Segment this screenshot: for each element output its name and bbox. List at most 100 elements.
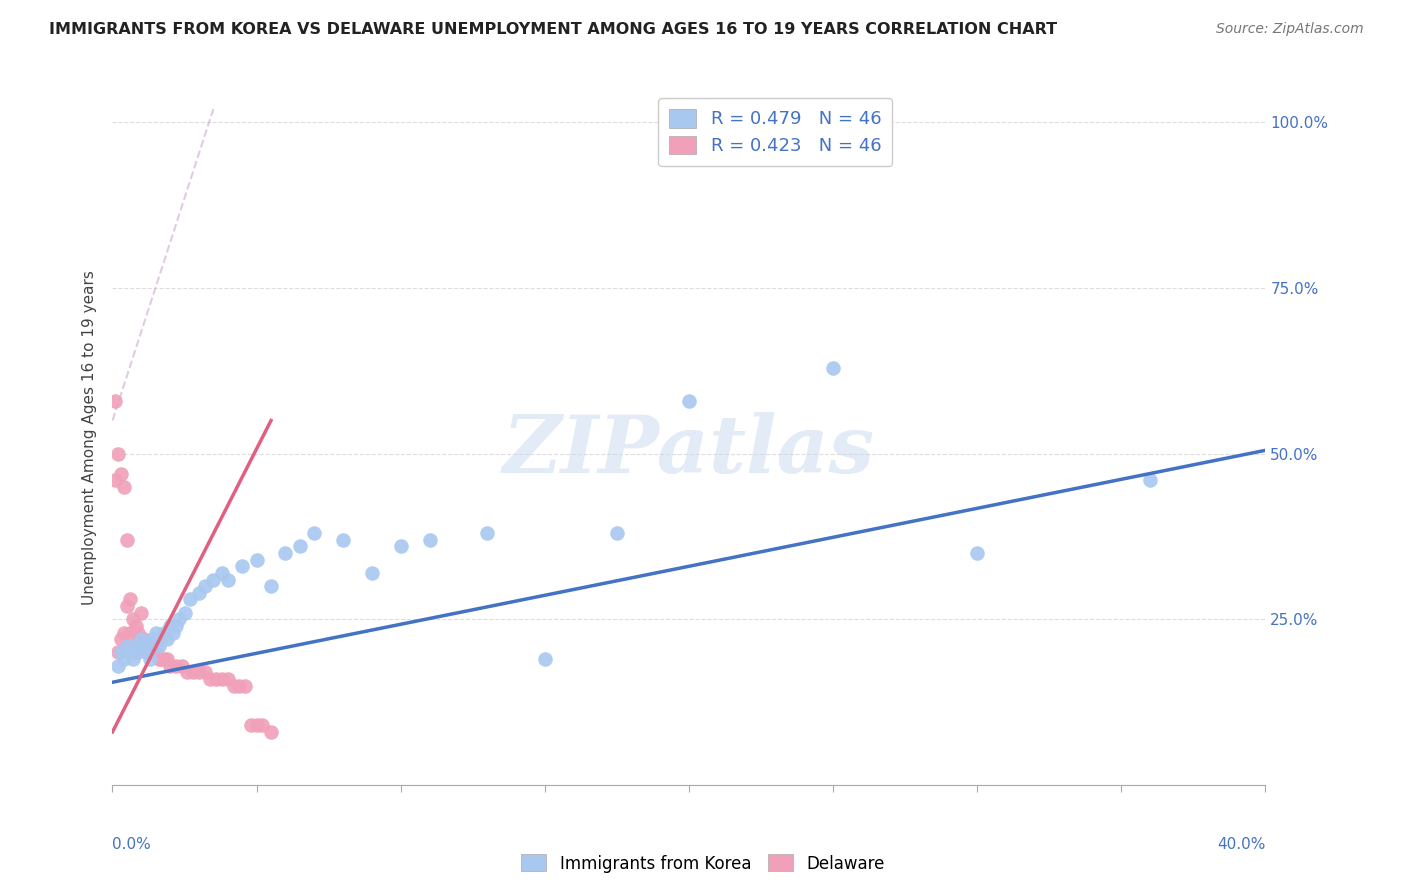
Point [231,559,253,574]
Point [104,393,127,408]
Point [129,632,153,647]
Point [260,579,283,593]
Point [159,658,181,673]
Point [112,480,135,494]
Point [150,632,173,647]
Point [188,665,211,680]
Point [165,658,187,673]
Point [304,526,326,541]
Text: 0.0%: 0.0% [112,837,152,852]
Point [127,625,149,640]
Point [124,645,146,659]
Point [145,645,167,659]
Point [139,639,162,653]
Point [134,632,156,647]
Point [260,725,283,739]
Point [205,672,228,686]
Point [121,652,143,666]
Point [288,540,311,554]
Point [211,566,233,580]
Point [167,612,190,626]
Point [107,447,129,461]
Point [821,360,844,375]
Point [153,652,176,666]
Point [360,566,382,580]
Point [475,526,498,541]
Point [606,526,628,541]
Point [142,645,165,659]
Point [110,467,132,481]
Point [118,645,141,659]
Point [966,546,988,560]
Point [156,652,179,666]
Point [136,645,159,659]
Legend: Immigrants from Korea, Delaware: Immigrants from Korea, Delaware [515,847,891,880]
Point [110,645,132,659]
Point [245,552,267,566]
Y-axis label: Unemployment Among Ages 16 to 19 years: Unemployment Among Ages 16 to 19 years [82,269,97,605]
Point [124,639,146,653]
Point [533,652,555,666]
Point [202,573,225,587]
Text: Source: ZipAtlas.com: Source: ZipAtlas.com [1216,22,1364,37]
Point [142,632,165,647]
Point [678,393,700,408]
Point [121,639,143,653]
Point [115,533,138,547]
Point [129,632,153,647]
Point [129,606,153,620]
Point [245,718,267,732]
Point [153,625,176,640]
Point [165,619,187,633]
Point [150,652,173,666]
Point [156,632,179,647]
Point [176,665,198,680]
Point [107,658,129,673]
Point [173,606,195,620]
Point [115,599,138,613]
Point [127,645,149,659]
Legend: R = 0.479   N = 46, R = 0.423   N = 46: R = 0.479 N = 46, R = 0.423 N = 46 [658,98,893,166]
Point [228,679,250,693]
Point [121,612,143,626]
Point [217,573,239,587]
Point [139,652,162,666]
Point [211,672,233,686]
Point [159,619,181,633]
Point [217,672,239,686]
Point [252,718,274,732]
Point [181,665,204,680]
Point [148,639,170,653]
Point [222,679,245,693]
Point [134,639,156,653]
Point [118,625,141,640]
Point [419,533,441,547]
Point [179,592,201,607]
Point [124,619,146,633]
Point [274,546,297,560]
Point [1139,473,1161,487]
Point [112,652,135,666]
Point [188,586,211,600]
Point [148,652,170,666]
Point [170,658,193,673]
Text: ZIPatlas: ZIPatlas [503,412,875,490]
Point [332,533,354,547]
Point [136,645,159,659]
Point [239,718,262,732]
Point [118,592,141,607]
Text: IMMIGRANTS FROM KOREA VS DELAWARE UNEMPLOYMENT AMONG AGES 16 TO 19 YEARS CORRELA: IMMIGRANTS FROM KOREA VS DELAWARE UNEMPL… [49,22,1057,37]
Point [107,645,129,659]
Text: 40.0%: 40.0% [1218,837,1265,852]
Point [145,625,167,640]
Point [112,625,135,640]
Point [104,473,127,487]
Point [110,632,132,647]
Point [200,672,222,686]
Point [194,665,217,680]
Point [233,679,256,693]
Point [194,579,217,593]
Point [162,625,184,640]
Point [115,639,138,653]
Point [389,540,412,554]
